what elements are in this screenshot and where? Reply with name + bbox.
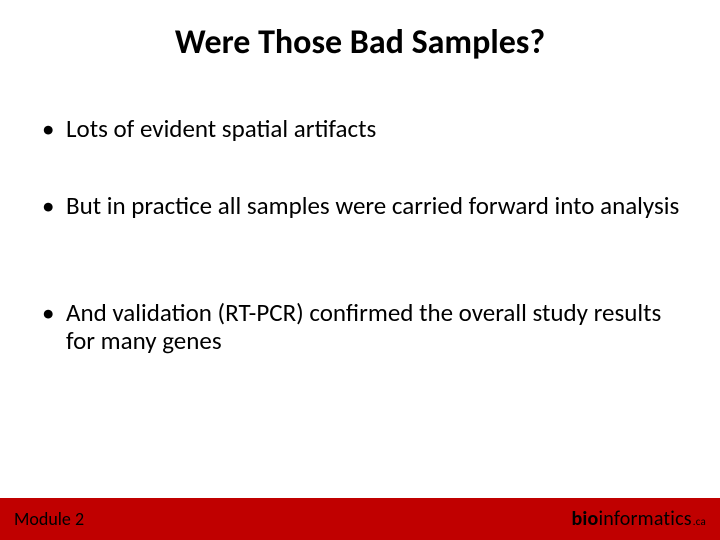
list-item: And validation (RT-PCR) confirmed the ov… (38, 299, 682, 357)
list-item: Lots of evident spatial artifacts (38, 115, 682, 144)
footer-bar: Module 2 bioinformatics.ca (0, 498, 720, 540)
footer-logo: bioinformatics.ca (571, 507, 706, 531)
bullet-text: Lots of evident spatial artifacts (66, 113, 376, 144)
bullet-text: And validation (RT-PCR) confirmed the ov… (66, 297, 661, 357)
slide-title: Were Those Bad Samples? (0, 22, 720, 63)
bullet-list: Lots of evident spatial artifacts But in… (38, 115, 682, 356)
slide: Were Those Bad Samples? Lots of evident … (0, 0, 720, 540)
list-item: But in practice all samples were carried… (38, 192, 682, 221)
logo-bold: bio (571, 507, 598, 531)
logo-light: informatics (598, 507, 691, 531)
footer-module-label: Module 2 (14, 508, 84, 530)
logo-tld: .ca (693, 515, 706, 528)
bullet-text: But in practice all samples were carried… (66, 190, 679, 221)
